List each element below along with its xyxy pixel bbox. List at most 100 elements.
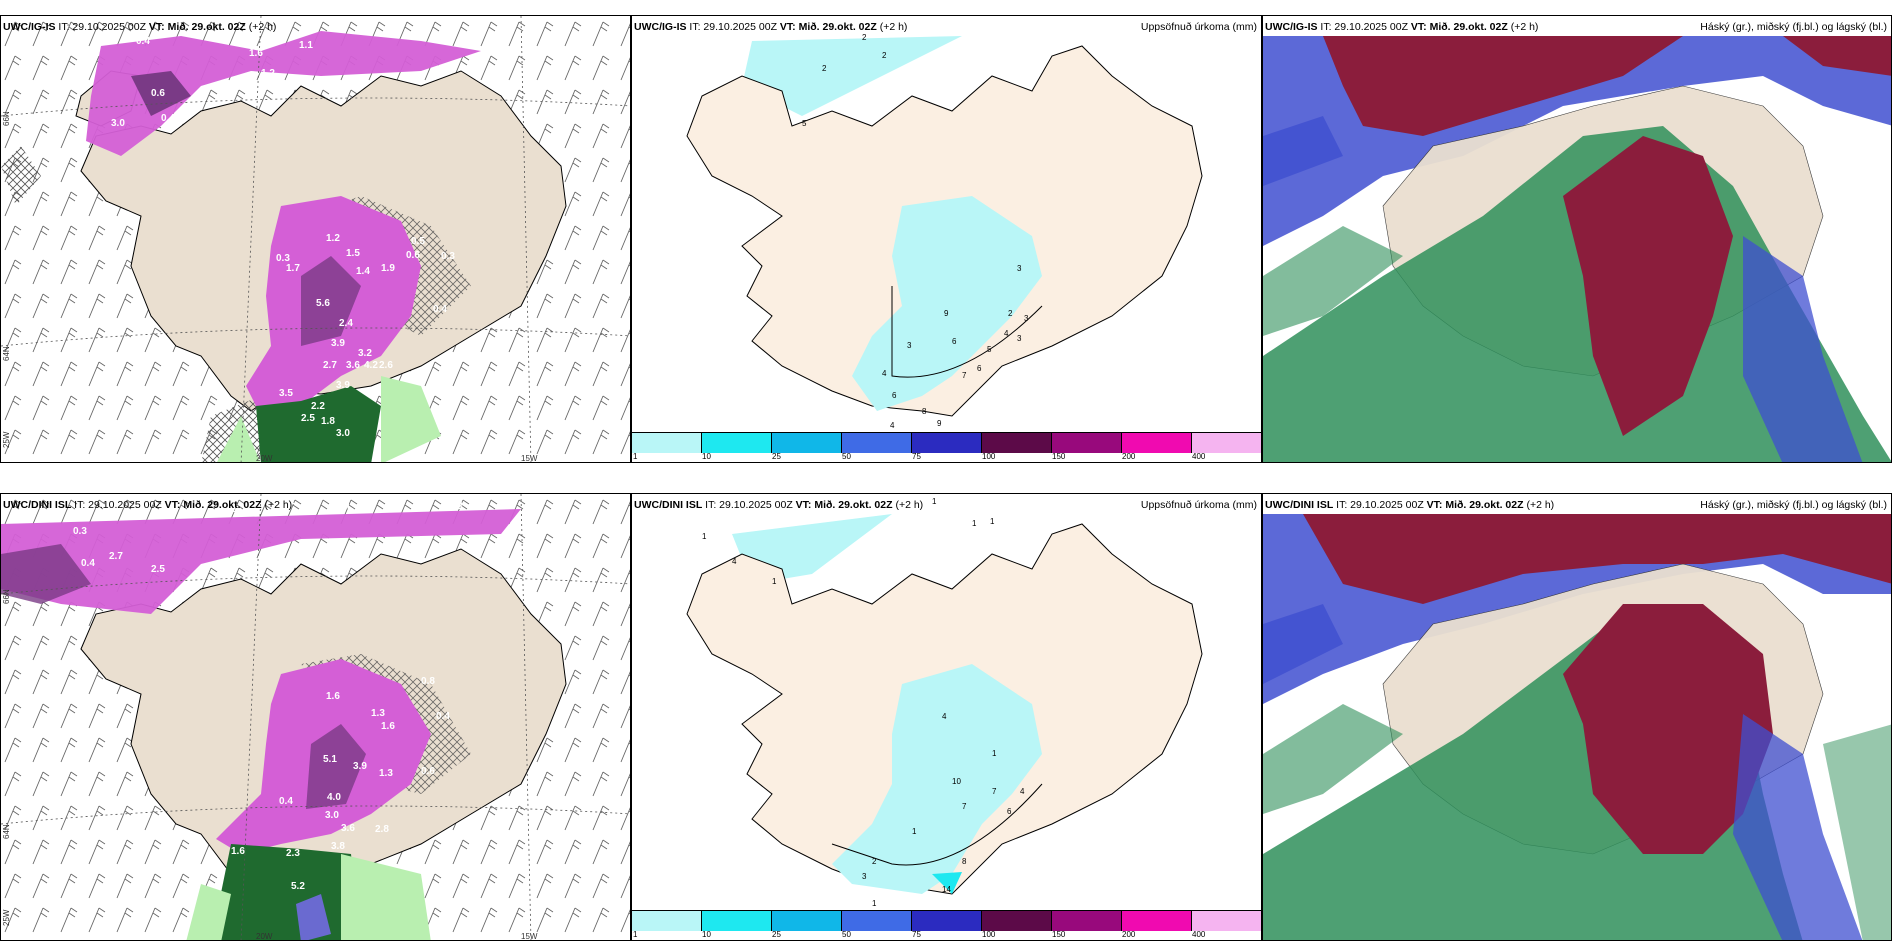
- svg-text:1.3: 1.3: [371, 708, 385, 719]
- svg-text:1.9: 1.9: [381, 263, 395, 274]
- svg-text:1.6: 1.6: [381, 721, 395, 732]
- svg-text:0.4: 0.4: [336, 501, 350, 512]
- colorbar-swatch: [1122, 433, 1192, 453]
- lon-label-15: 15W: [521, 454, 538, 463]
- svg-text:0.3: 0.3: [276, 253, 290, 264]
- svg-text:2.3: 2.3: [286, 848, 300, 859]
- svg-text:2.7: 2.7: [323, 360, 337, 371]
- svg-text:5: 5: [802, 119, 807, 128]
- svg-text:1: 1: [990, 517, 995, 526]
- colorbar-swatch: [772, 911, 842, 931]
- svg-text:4.0: 4.0: [327, 792, 341, 803]
- svg-text:1.1: 1.1: [299, 40, 313, 51]
- svg-text:0.4: 0.4: [136, 36, 150, 47]
- svg-text:2.7: 2.7: [109, 551, 123, 562]
- svg-text:3: 3: [907, 341, 912, 350]
- cloud-cover-map: [1263, 494, 1891, 940]
- svg-text:7: 7: [962, 802, 967, 811]
- svg-text:4.2: 4.2: [364, 360, 378, 371]
- lat-label-66: 66N: [2, 111, 11, 126]
- svg-text:2: 2: [882, 51, 887, 60]
- panel-right-title: Háský (gr.), miðský (fj.bl.) og lágský (…: [1700, 499, 1887, 511]
- panel-wind-precip-dini: UWC/DINI ISL IT: 29.10.2025 00Z VT: Mið.…: [0, 493, 631, 941]
- svg-text:1: 1: [772, 577, 777, 586]
- svg-text:1.6: 1.6: [326, 691, 340, 702]
- precip-colorbar: [632, 910, 1261, 931]
- svg-text:3.9: 3.9: [331, 338, 345, 349]
- colorbar-swatch: [1192, 433, 1261, 453]
- svg-text:2.8: 2.8: [375, 824, 389, 835]
- panel-wind-precip-igis: UWC/IG-IS IT: 29.10.2025 00Z VT: Mið. 29…: [0, 15, 631, 463]
- svg-text:1.8: 1.8: [321, 416, 335, 427]
- lat-label-66: 66N: [2, 589, 11, 604]
- wind-precip-map: 0.3 1.2 0.4 1.2 0.3 2.7 0.4 2.5 1.6 0.8 …: [1, 494, 630, 940]
- svg-text:1.2: 1.2: [281, 496, 295, 507]
- svg-text:2.5: 2.5: [151, 564, 165, 575]
- svg-text:1: 1: [872, 899, 877, 908]
- svg-text:3.0: 3.0: [111, 118, 125, 129]
- panel-right-title: Uppsöfnuð úrkoma (mm): [1140, 21, 1257, 33]
- svg-text:2.6: 2.6: [379, 360, 393, 371]
- svg-text:0.4: 0.4: [433, 304, 447, 315]
- svg-text:6: 6: [1007, 807, 1012, 816]
- colorbar-swatch: [842, 433, 912, 453]
- svg-text:1.6: 1.6: [249, 48, 263, 59]
- panel-clouds-dini: UWC/DINI ISL IT: 29.10.2025 00Z VT: Mið.…: [1262, 493, 1892, 941]
- svg-text:1: 1: [912, 827, 917, 836]
- svg-text:0.4: 0.4: [161, 113, 175, 124]
- svg-text:4: 4: [1004, 329, 1009, 338]
- svg-text:3.8: 3.8: [331, 841, 345, 852]
- svg-text:6: 6: [977, 364, 982, 373]
- svg-text:1: 1: [972, 519, 977, 528]
- svg-text:5: 5: [987, 345, 992, 354]
- svg-text:1.3: 1.3: [379, 768, 393, 779]
- precip-area-north: [86, 31, 481, 156]
- svg-text:0.4: 0.4: [81, 558, 95, 569]
- colorbar-swatch: [772, 433, 842, 453]
- svg-text:8: 8: [962, 857, 967, 866]
- colorbar-swatch: [702, 911, 772, 931]
- accum-precip-map: 2 2 2 5 3 9 3 6 5 4 6 7 4 6 8 9 4 3 2 3: [686, 33, 1203, 430]
- lat-label-64: 64N: [2, 346, 11, 361]
- lon-label-20: 20W: [256, 454, 273, 463]
- svg-text:1.4: 1.4: [356, 266, 370, 277]
- colorbar-swatch: [842, 911, 912, 931]
- lon-label-25: 25W: [2, 909, 11, 926]
- svg-text:0.4: 0.4: [436, 711, 450, 722]
- svg-text:0.4: 0.4: [279, 796, 293, 807]
- svg-text:3.2: 3.2: [358, 348, 372, 359]
- svg-text:5.2: 5.2: [291, 881, 305, 892]
- svg-text:2: 2: [822, 64, 827, 73]
- colorbar-swatch: [912, 911, 982, 931]
- panel-accum-precip-dini: UWC/DINI ISL IT: 29.10.2025 00Z VT: Mið.…: [631, 493, 1262, 941]
- svg-text:0.3: 0.3: [73, 526, 87, 537]
- svg-text:0.3: 0.3: [223, 504, 237, 515]
- svg-text:4: 4: [1020, 787, 1025, 796]
- svg-text:3.0: 3.0: [325, 810, 339, 821]
- svg-text:2: 2: [872, 857, 877, 866]
- lon-label-25: 25W: [2, 431, 11, 448]
- panel-right-title: Háský (gr.), miðský (fj.bl.) og lágský (…: [1700, 21, 1887, 33]
- colorbar-swatch: [1122, 911, 1192, 931]
- precip-value-labels: 0.3 1.2 0.4 1.2 0.3 2.7 0.4 2.5 1.6 0.8 …: [73, 496, 463, 892]
- precip-value-labels: 2 2 2 5 3 9 3 6 5 4 6 7 4 6 8 9 4 3 2 3: [802, 33, 1029, 430]
- svg-text:3.6: 3.6: [346, 360, 360, 371]
- accum-precip-map: 1 1 1 1 4 1 4 10 1 7 7 6 4 1 2 8 3 14 1: [686, 497, 1203, 908]
- colorbar-swatch: [1052, 433, 1122, 453]
- svg-text:2.4: 2.4: [339, 318, 353, 329]
- svg-text:1.2: 1.2: [449, 501, 463, 512]
- svg-text:3: 3: [1024, 314, 1029, 323]
- panel-title: UWC/DINI ISL IT: 29.10.2025 00Z VT: Mið.…: [634, 499, 924, 511]
- svg-text:9: 9: [937, 419, 942, 428]
- lon-label-20: 20W: [256, 932, 273, 941]
- svg-text:5.6: 5.6: [316, 298, 330, 309]
- svg-text:8: 8: [922, 407, 927, 416]
- svg-text:7: 7: [992, 787, 997, 796]
- svg-text:1.5: 1.5: [346, 248, 360, 259]
- svg-text:2: 2: [1008, 309, 1013, 318]
- panel-title: UWC/IG-IS IT: 29.10.2025 00Z VT: Mið. 29…: [1265, 21, 1539, 33]
- svg-text:1.7: 1.7: [286, 263, 300, 274]
- wind-precip-map: 0.4 1.6 1.2 1.1 0.6 3.0 0.4 0.3 1.2 1.7 …: [1, 16, 630, 462]
- colorbar-swatch: [632, 911, 702, 931]
- svg-text:1: 1: [702, 532, 707, 541]
